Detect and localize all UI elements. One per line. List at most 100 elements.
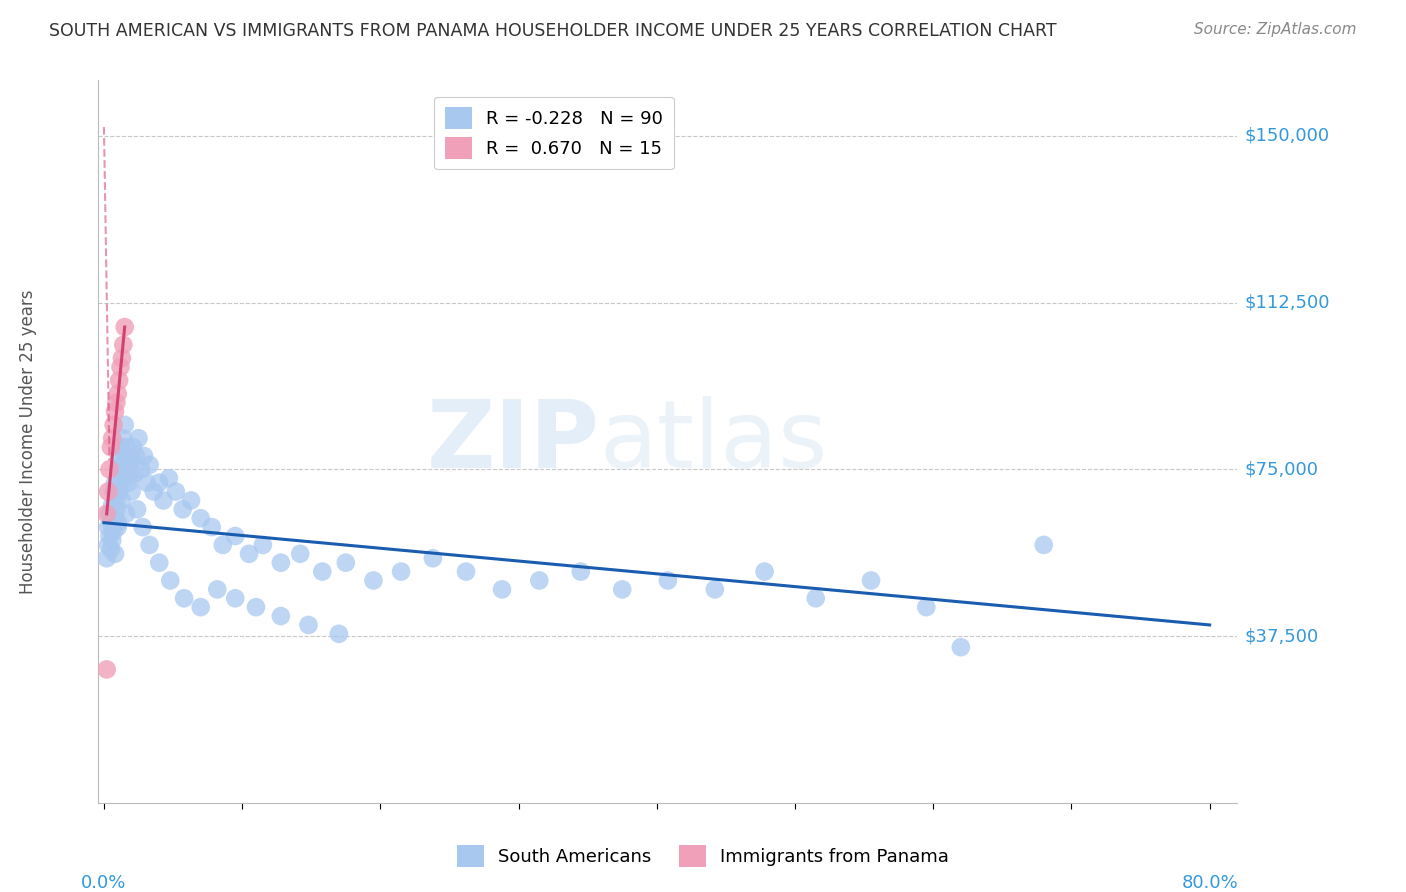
Point [101,431,124,445]
Point [238,547,260,561]
Point [105,395,128,409]
Point [107,386,129,401]
Point [110,475,132,490]
Point [103,417,125,432]
Point [121,484,143,499]
Point [454,565,477,579]
Point [114,320,136,334]
Text: 0.0%: 0.0% [82,874,127,892]
Point [148,556,170,570]
Point [157,471,180,485]
Legend: R = -0.228   N = 90, R =  0.670   N = 15: R = -0.228 N = 90, R = 0.670 N = 15 [434,96,673,169]
Point [252,538,274,552]
Point [111,351,134,366]
Point [111,458,134,472]
Point [120,467,142,481]
Point [97,538,120,552]
Point [335,556,357,570]
Point [612,582,634,597]
Point [114,417,136,432]
Point [389,565,412,579]
Point [135,475,157,490]
Point [190,600,212,615]
Point [703,582,725,597]
Point [224,591,246,606]
Text: $150,000: $150,000 [1244,127,1329,145]
Point [101,498,124,512]
Point [180,493,202,508]
Point [128,431,150,445]
Point [112,431,135,445]
Text: $37,500: $37,500 [1244,627,1319,645]
Point [100,542,122,557]
Point [112,338,135,352]
Point [104,404,127,418]
Point [297,618,319,632]
Text: ZIP: ZIP [426,395,599,488]
Point [118,475,141,490]
Point [138,538,160,552]
Point [491,582,513,597]
Point [107,462,129,476]
Point [125,449,148,463]
Point [860,574,883,588]
Point [111,467,134,481]
Text: $75,000: $75,000 [1244,460,1319,478]
Point [657,574,679,588]
Point [104,511,127,525]
Point [127,502,149,516]
Text: SOUTH AMERICAN VS IMMIGRANTS FROM PANAMA HOUSEHOLDER INCOME UNDER 25 YEARS CORRE: SOUTH AMERICAN VS IMMIGRANTS FROM PANAMA… [49,22,1057,40]
Point [110,360,132,375]
Point [98,529,121,543]
Point [110,440,132,454]
Point [103,484,125,499]
Point [105,502,128,516]
Point [311,565,333,579]
Point [529,574,551,588]
Point [114,449,136,463]
Point [108,484,131,499]
Point [104,475,127,490]
Point [131,520,153,534]
Point [124,467,146,481]
Point [98,507,121,521]
Point [138,458,160,472]
Point [201,520,224,534]
Point [569,565,592,579]
Point [754,565,776,579]
Point [97,520,120,534]
Point [159,574,181,588]
Point [207,582,229,597]
Point [107,520,129,534]
Point [152,493,174,508]
Point [422,551,444,566]
Point [97,484,120,499]
Point [108,373,131,387]
Text: Source: ZipAtlas.com: Source: ZipAtlas.com [1194,22,1357,37]
Text: atlas: atlas [599,395,828,488]
Point [105,493,128,508]
Point [100,440,122,454]
Text: $112,500: $112,500 [1244,293,1330,311]
Point [224,529,246,543]
Point [108,449,131,463]
Point [804,591,827,606]
Point [142,484,165,499]
Legend: South Americans, Immigrants from Panama: South Americans, Immigrants from Panama [450,838,956,874]
Point [103,524,125,539]
Point [290,547,312,561]
Text: Householder Income Under 25 years: Householder Income Under 25 years [18,289,37,594]
Point [132,449,155,463]
Point [100,516,122,530]
Point [172,502,194,516]
Point [117,458,139,472]
Point [96,507,118,521]
Point [165,484,187,499]
Point [101,533,124,548]
Point [111,493,134,508]
Point [949,640,972,655]
Point [270,556,292,570]
Point [270,609,292,624]
Point [96,662,118,676]
Point [107,516,129,530]
